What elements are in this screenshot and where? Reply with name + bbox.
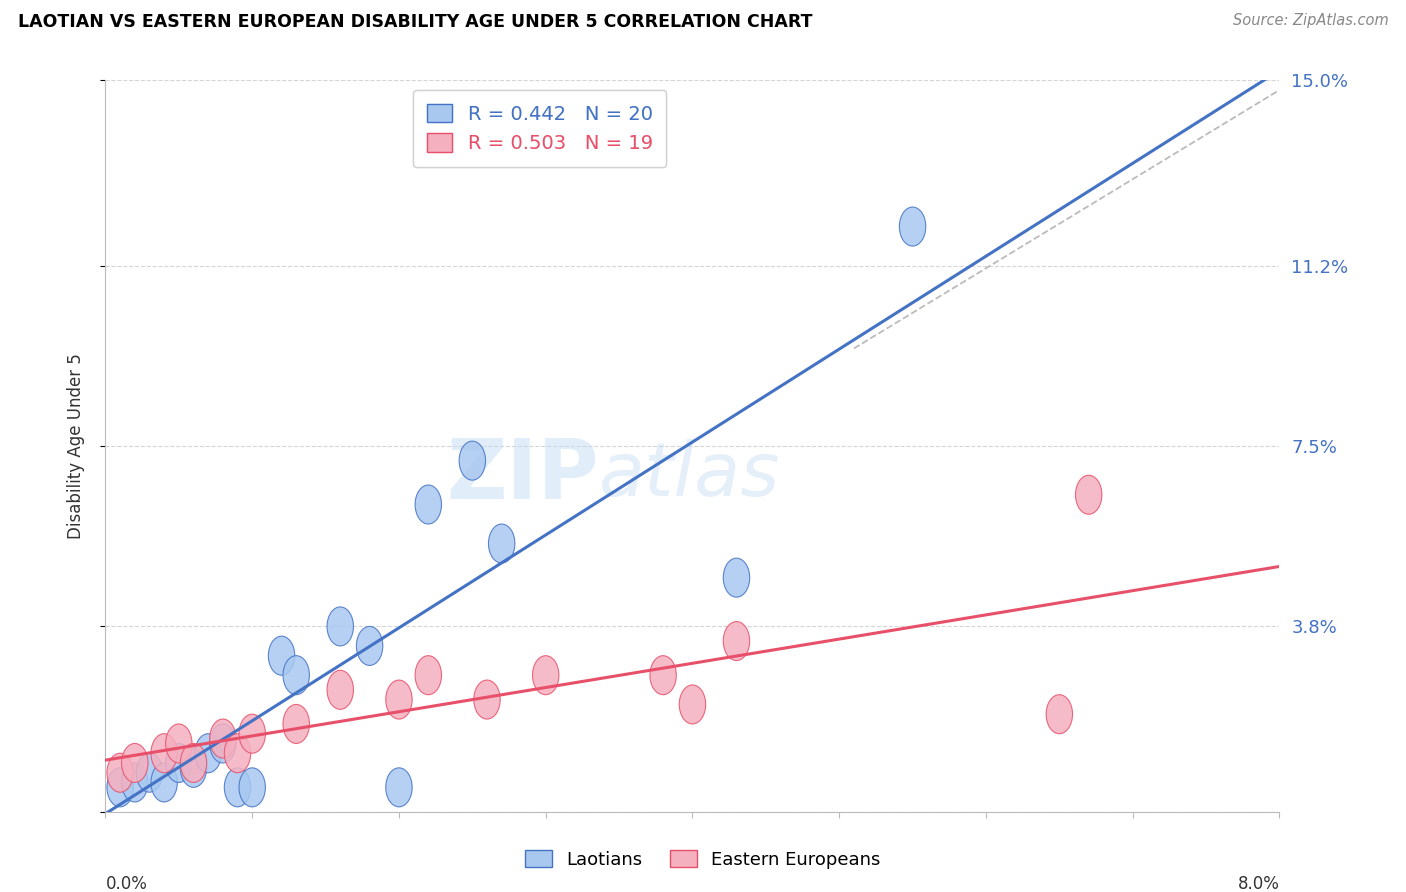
Legend: R = 0.442   N = 20, R = 0.503   N = 19: R = 0.442 N = 20, R = 0.503 N = 19 <box>413 90 666 167</box>
Ellipse shape <box>121 743 148 782</box>
Ellipse shape <box>209 724 236 763</box>
Ellipse shape <box>209 719 236 758</box>
Ellipse shape <box>166 724 193 763</box>
Ellipse shape <box>239 768 266 807</box>
Ellipse shape <box>650 656 676 695</box>
Ellipse shape <box>136 753 163 792</box>
Ellipse shape <box>269 636 295 675</box>
Ellipse shape <box>225 768 250 807</box>
Text: 0.0%: 0.0% <box>105 875 148 892</box>
Ellipse shape <box>239 714 266 753</box>
Ellipse shape <box>900 207 925 246</box>
Ellipse shape <box>195 734 221 772</box>
Text: Source: ZipAtlas.com: Source: ZipAtlas.com <box>1233 13 1389 29</box>
Ellipse shape <box>415 656 441 695</box>
Text: atlas: atlas <box>599 439 780 511</box>
Legend: Laotians, Eastern Europeans: Laotians, Eastern Europeans <box>517 843 889 876</box>
Ellipse shape <box>1046 695 1073 734</box>
Ellipse shape <box>121 763 148 802</box>
Ellipse shape <box>283 705 309 743</box>
Text: 8.0%: 8.0% <box>1237 875 1279 892</box>
Ellipse shape <box>679 685 706 724</box>
Ellipse shape <box>328 607 353 646</box>
Ellipse shape <box>723 622 749 661</box>
Ellipse shape <box>415 485 441 524</box>
Ellipse shape <box>328 670 353 709</box>
Ellipse shape <box>225 734 250 772</box>
Ellipse shape <box>356 626 382 665</box>
Ellipse shape <box>150 763 177 802</box>
Ellipse shape <box>150 734 177 772</box>
Ellipse shape <box>1076 475 1102 515</box>
Ellipse shape <box>723 558 749 597</box>
Text: LAOTIAN VS EASTERN EUROPEAN DISABILITY AGE UNDER 5 CORRELATION CHART: LAOTIAN VS EASTERN EUROPEAN DISABILITY A… <box>18 13 813 31</box>
Ellipse shape <box>283 656 309 695</box>
Ellipse shape <box>385 680 412 719</box>
Ellipse shape <box>460 442 485 480</box>
Ellipse shape <box>180 743 207 782</box>
Ellipse shape <box>107 753 134 792</box>
Text: ZIP: ZIP <box>446 434 599 516</box>
Ellipse shape <box>488 524 515 563</box>
Ellipse shape <box>107 768 134 807</box>
Ellipse shape <box>385 768 412 807</box>
Y-axis label: Disability Age Under 5: Disability Age Under 5 <box>66 353 84 539</box>
Ellipse shape <box>166 743 193 782</box>
Ellipse shape <box>533 656 560 695</box>
Ellipse shape <box>474 680 501 719</box>
Ellipse shape <box>180 748 207 788</box>
